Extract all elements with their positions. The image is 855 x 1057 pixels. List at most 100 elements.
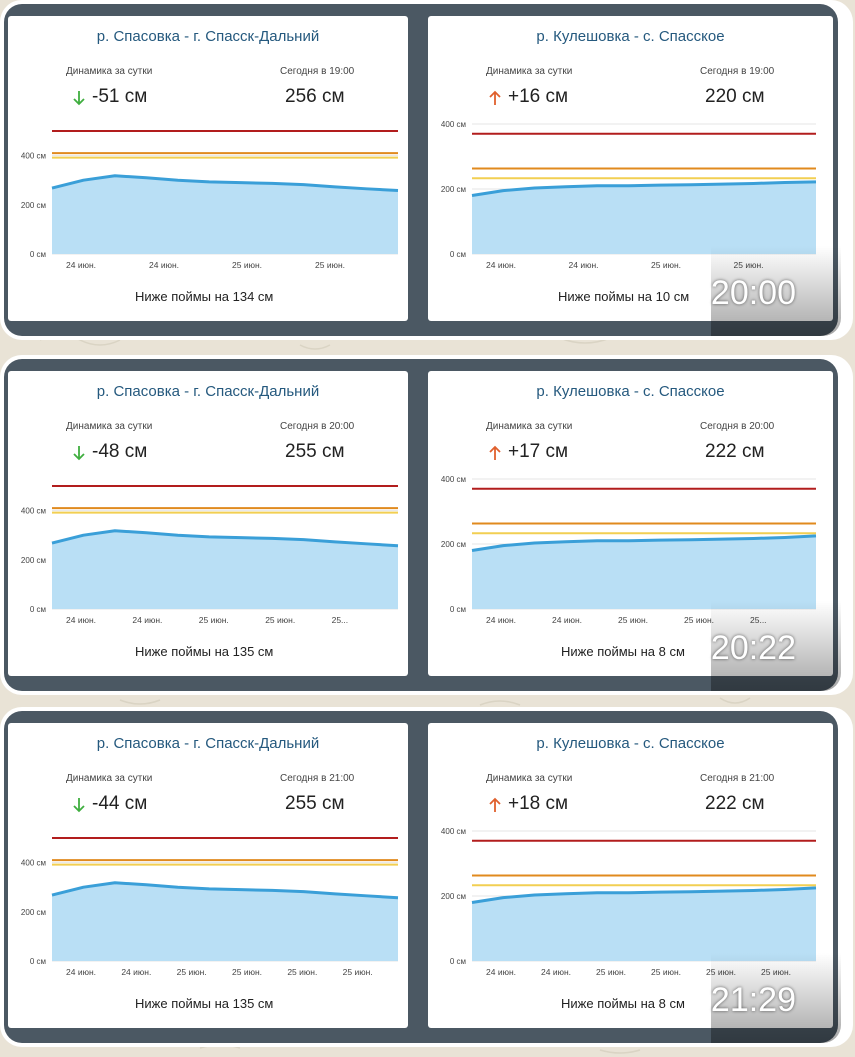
river-card-right: р. Кулешовка - с. Спасское Динамика за с… (428, 371, 833, 676)
arrow-down-icon (73, 798, 85, 813)
y-tick-label: 0 см (30, 250, 46, 259)
water-level-chart: 400 см 200 см 0 см 24 июн. 24 июн. 25 июн. 25 … (441, 475, 817, 625)
series-line (51, 881, 399, 900)
x-tick-label: 24 июн. (569, 260, 599, 270)
today-label: Сегодня в 19:00 (280, 66, 355, 77)
dynamics-label: Динамика за сутки (486, 773, 573, 784)
y-tick-label: 0 см (450, 957, 466, 966)
x-tick-label: 24 июн. (486, 260, 516, 270)
series-line (471, 534, 817, 552)
today-value: 222 см (705, 793, 765, 814)
dynamics-label: Динамика за сутки (66, 421, 153, 432)
today-label: Сегодня в 20:00 (700, 421, 775, 432)
series-area (52, 175, 398, 254)
dynamics-label: Динамика за сутки (66, 66, 153, 77)
today-label: Сегодня в 21:00 (700, 773, 775, 784)
message-timestamp: 20:00 (710, 274, 796, 312)
dynamics-label: Динамика за сутки (66, 773, 153, 784)
today-value: 255 см (285, 793, 345, 814)
dynamics-value: -44 см (92, 793, 148, 814)
y-tick-label: 400 см (441, 475, 466, 484)
x-tick-label: 25 июн. (232, 967, 262, 977)
floodplain-status: Ниже поймы на 8 см (561, 644, 685, 659)
y-tick-label: 0 см (450, 605, 466, 614)
dynamics-label: Динамика за сутки (486, 421, 573, 432)
x-tick-label: 25 июн. (596, 967, 626, 977)
x-tick-label: 24 июн. (552, 615, 582, 625)
card-title: р. Кулешовка - с. Спасское (536, 383, 725, 400)
water-level-chart: 400 см 200 см 0 см 24 июн. 24 июн. 25 июн. 25 … (21, 837, 399, 977)
y-tick-label: 0 см (30, 605, 46, 614)
arrow-up-icon (489, 445, 501, 460)
arrow-down-icon (73, 91, 85, 106)
chat-message-1[interactable]: р. Спасовка - г. Спасск-Дальний Динамика… (0, 0, 853, 340)
x-tick-label: 25 июн. (651, 967, 681, 977)
x-tick-label: 24 июн. (66, 615, 96, 625)
dynamics-value: -51 см (92, 86, 148, 107)
arrow-up-icon (489, 797, 501, 812)
timestamp-shade (711, 601, 841, 691)
dynamics-label: Динамика за сутки (486, 66, 573, 77)
x-tick-label: 25 июн. (734, 260, 764, 270)
series-line (51, 529, 399, 548)
floodplain-status: Ниже поймы на 134 см (135, 289, 274, 304)
floodplain-status: Ниже поймы на 135 см (135, 644, 274, 659)
today-value: 220 см (705, 86, 765, 107)
floodplain-status: Ниже поймы на 8 см (561, 996, 685, 1011)
series-line (471, 180, 817, 197)
message-timestamp: 20:22 (710, 629, 796, 667)
x-tick-label: 24 июн. (121, 967, 151, 977)
series-area (52, 882, 398, 961)
x-tick-label: 25 июн. (761, 967, 791, 977)
dynamics-value: -48 см (92, 441, 148, 462)
dynamics-value: +17 см (508, 441, 569, 462)
series-area (472, 535, 816, 609)
series-area (472, 181, 816, 254)
today-value: 256 см (285, 86, 345, 107)
series-line (471, 886, 817, 904)
y-tick-label: 200 см (21, 556, 46, 565)
card-title: р. Кулешовка - с. Спасское (536, 735, 725, 752)
chat-message-3[interactable]: р. Спасовка - г. Спасск-Дальний Динамика… (0, 707, 853, 1047)
today-value: 255 см (285, 441, 345, 462)
x-tick-label: 24 июн. (132, 615, 162, 625)
river-card-left: р. Спасовка - г. Спасск-Дальний Динамика… (8, 723, 408, 1028)
today-label: Сегодня в 20:00 (280, 421, 355, 432)
y-tick-label: 200 см (441, 540, 466, 549)
x-tick-label: 25 июн. (706, 967, 736, 977)
screenshot-frame: р. Спасовка - г. Спасск-Дальний Динамика… (4, 711, 841, 1043)
x-tick-label: 24 июн. (486, 967, 516, 977)
x-tick-label: 25 июн. (618, 615, 648, 625)
x-tick-label: 25 июн. (265, 615, 295, 625)
x-tick-label: 24 июн. (541, 967, 571, 977)
dynamics-value: +16 см (508, 86, 569, 107)
chat-message-2[interactable]: р. Спасовка - г. Спасск-Дальний Динамика… (0, 355, 853, 695)
screenshot-frame: р. Спасовка - г. Спасск-Дальний Динамика… (4, 359, 841, 691)
y-tick-label: 0 см (30, 957, 46, 966)
floodplain-status: Ниже поймы на 10 см (558, 289, 690, 304)
card-title: р. Спасовка - г. Спасск-Дальний (96, 383, 320, 400)
today-label: Сегодня в 21:00 (280, 773, 355, 784)
arrow-up-icon (489, 90, 501, 105)
series-area (52, 530, 398, 609)
x-tick-label: 24 июн. (149, 260, 179, 270)
x-tick-label: 25... (750, 615, 767, 625)
dynamics-value: +18 см (508, 793, 569, 814)
river-card-right: р. Кулешовка - с. Спасское Динамика за с… (428, 16, 833, 321)
y-tick-label: 0 см (450, 250, 466, 259)
x-tick-label: 25... (332, 615, 349, 625)
timestamp-shade (711, 953, 841, 1043)
today-value: 222 см (705, 441, 765, 462)
x-tick-label: 25 июн. (199, 615, 229, 625)
series-line (51, 174, 399, 193)
arrow-down-icon (73, 446, 85, 461)
y-tick-label: 200 см (441, 185, 466, 194)
river-card-right: р. Кулешовка - с. Спасское Динамика за с… (428, 723, 833, 1028)
x-tick-label: 25 июн. (651, 260, 681, 270)
screenshot-frame: р. Спасовка - г. Спасск-Дальний Динамика… (4, 4, 841, 336)
card-title: р. Кулешовка - с. Спасское (536, 28, 725, 45)
x-tick-label: 25 июн. (232, 260, 262, 270)
x-tick-label: 25 июн. (315, 260, 345, 270)
river-card-left: р. Спасовка - г. Спасск-Дальний Динамика… (8, 16, 408, 321)
x-tick-label: 24 июн. (66, 260, 96, 270)
